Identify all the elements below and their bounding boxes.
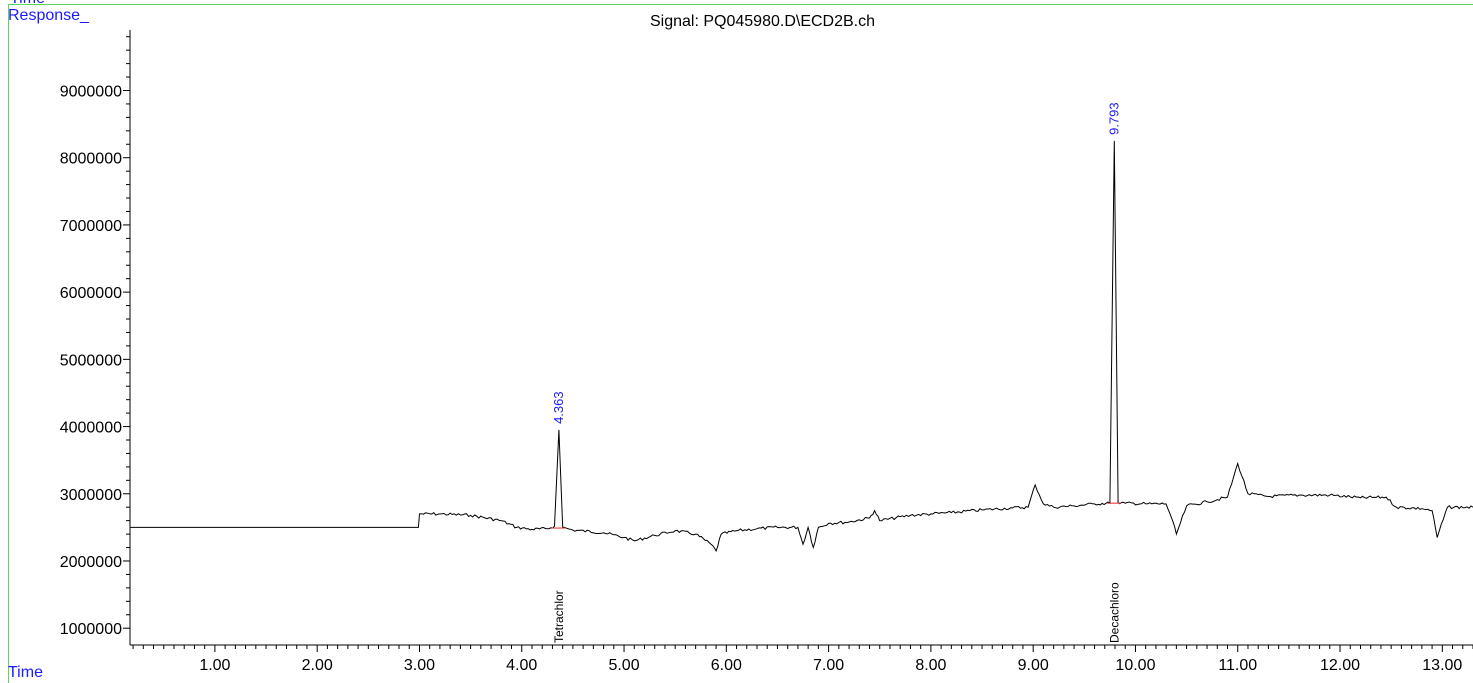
x-tick-label: 10.00: [1115, 657, 1155, 674]
y-tick-label: 9000000: [60, 83, 122, 100]
y-tick-label: 4000000: [60, 420, 122, 437]
peak-compound-label: Decachloro: [1107, 582, 1121, 643]
y-tick-label: 8000000: [60, 151, 122, 168]
x-tick-label: 6.00: [711, 657, 742, 674]
x-tick-label: 2.00: [302, 657, 333, 674]
y-tick-label: 7000000: [60, 218, 122, 235]
plot-frame: [8, 4, 1473, 683]
y-tick-label: 3000000: [60, 487, 122, 504]
x-axis-label: Time: [8, 664, 43, 681]
signal-trace: [130, 140, 1473, 553]
peak-rt-label: 9.793: [1106, 102, 1121, 135]
x-tick-label: 5.00: [608, 657, 639, 674]
x-tick-label: 12.00: [1320, 657, 1360, 674]
chart-title: Signal: PQ045980.D\ECD2B.ch: [650, 13, 876, 30]
y-tick-label: 5000000: [60, 352, 122, 369]
y-tick-label: 1000000: [60, 621, 122, 638]
x-tick-label: 8.00: [915, 657, 946, 674]
x-tick-label: 3.00: [404, 657, 435, 674]
x-tick-label: 13.00: [1422, 657, 1462, 674]
peak-compound-label: Tetrachlor: [552, 590, 566, 643]
x-tick-label: 11.00: [1218, 657, 1257, 674]
x-tick-label: 4.00: [506, 657, 537, 674]
y-axis-label: Response_: [8, 7, 89, 24]
y-tick-label: 2000000: [60, 554, 122, 571]
y-tick-label: 6000000: [60, 285, 122, 302]
x-tick-label: 7.00: [813, 657, 844, 674]
x-tick-label: 9.00: [1018, 657, 1049, 674]
x-tick-label: 1.00: [199, 657, 230, 674]
top-clipped-label: Time: [10, 0, 45, 8]
peak-rt-label: 4.363: [551, 391, 566, 424]
